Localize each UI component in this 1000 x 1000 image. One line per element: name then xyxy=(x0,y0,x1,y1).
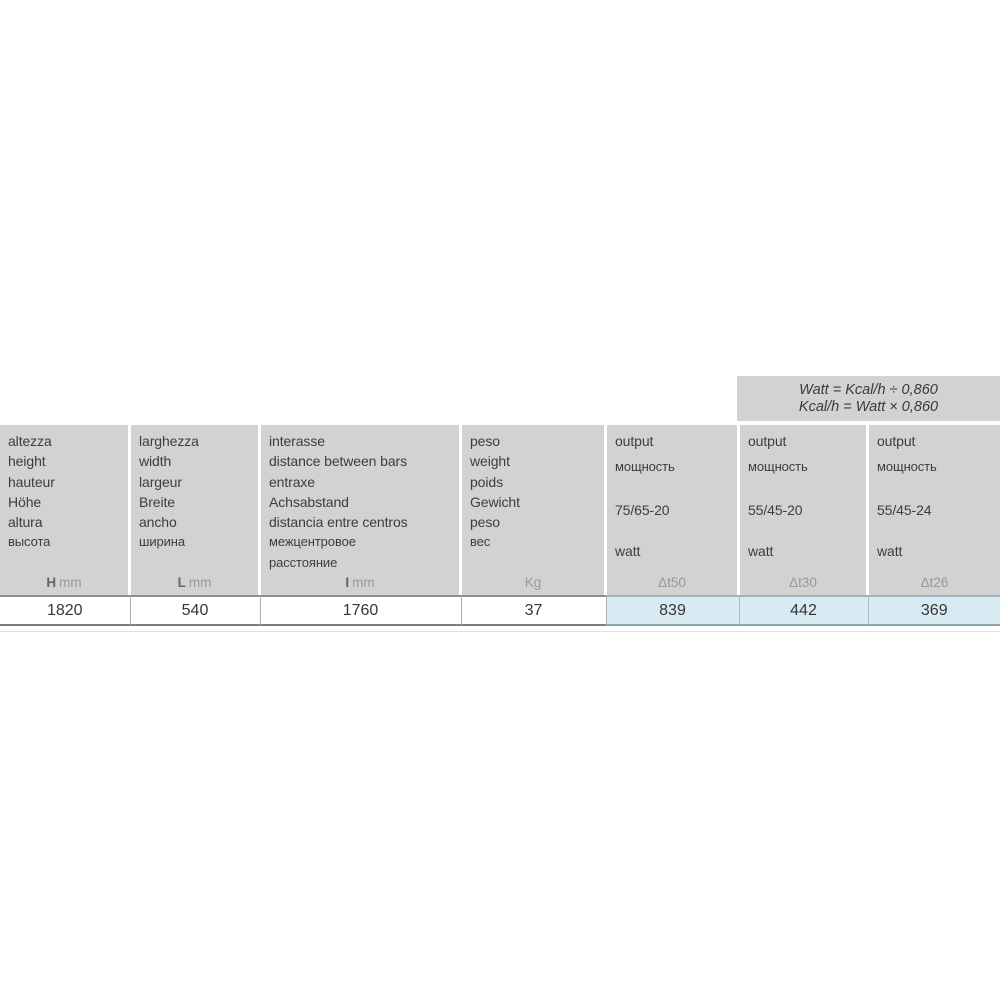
header-cell-width: larghezza width largeur Breite ancho шир… xyxy=(131,425,258,595)
unit-dt26: Δt26 xyxy=(869,575,1000,590)
label-width-ru: ширина xyxy=(139,534,185,550)
value-output-dt26: 369 xyxy=(920,601,948,619)
unit-delta-t26: Δt26 xyxy=(920,575,949,590)
label-distance-it: interasse xyxy=(269,433,325,449)
label-output-regime: 55/45-20 xyxy=(748,501,803,518)
value-cell-output-dt30: 442 xyxy=(738,595,868,626)
value-weight: 37 xyxy=(524,601,543,619)
label-output-en: output xyxy=(877,433,916,449)
label-output-en: output xyxy=(748,433,787,449)
unit-mm: mm xyxy=(352,575,375,590)
label-output-en: output xyxy=(615,433,654,449)
label-output-regime: 75/65-20 xyxy=(615,501,670,518)
label-distance-ru: межцентровое расстояние xyxy=(269,534,356,570)
unit-weight: Kg xyxy=(462,575,604,590)
label-weight-en: weight xyxy=(470,453,510,470)
label-output-ru: мощность xyxy=(615,459,675,475)
label-height-es: altura xyxy=(8,514,43,531)
label-width-it: larghezza xyxy=(139,433,199,449)
unit-dt30: Δt30 xyxy=(740,575,866,590)
header-cell-output-dt26: output мощность 55/45-24 watt Δt26 xyxy=(869,425,1000,595)
label-height-fr: hauteur xyxy=(8,473,55,490)
value-distance: 1760 xyxy=(342,601,379,619)
unit-symbol-h: H xyxy=(46,575,57,590)
header-cell-weight: peso weight poids Gewicht peso вес Kg xyxy=(462,425,604,595)
header-cell-output-dt30: output мощность 55/45-20 watt Δt30 xyxy=(740,425,866,595)
unit-delta-t30: Δt30 xyxy=(789,575,817,590)
label-output-regime: 55/45-24 xyxy=(877,501,932,518)
label-weight-es: peso xyxy=(470,514,500,531)
label-output-watt: watt xyxy=(748,542,774,559)
label-weight-ru: вес xyxy=(470,534,491,550)
unit-symbol-l: L xyxy=(177,575,186,590)
unit-dt50: Δt50 xyxy=(607,575,737,590)
value-height: 1820 xyxy=(46,601,83,619)
label-height-it: altezza xyxy=(8,433,52,449)
label-output-ru: мощность xyxy=(748,459,808,475)
table-bottom-separator xyxy=(0,631,1000,632)
label-distance-de: Achsabstand xyxy=(269,493,349,510)
formula-line-2: Kcal/h = Watt × 0,860 xyxy=(798,398,939,415)
label-width-de: Breite xyxy=(139,493,175,510)
label-weight-fr: poids xyxy=(470,473,503,490)
label-weight-it: peso xyxy=(470,433,500,449)
spec-table-header-row: altezza height hauteur Höhe altura высот… xyxy=(0,425,1000,595)
label-distance-es: distancia entre centros xyxy=(269,514,408,531)
header-cell-distance: interasse distance between bars entraxe … xyxy=(261,425,459,595)
formula-line-1: Watt = Kcal/h ÷ 0,860 xyxy=(799,381,938,398)
unit-symbol-i: I xyxy=(345,575,350,590)
label-height-en: height xyxy=(8,453,46,470)
value-cell-weight: 37 xyxy=(460,595,606,626)
value-cell-output-dt26: 369 xyxy=(867,595,1000,626)
unit-mm: mm xyxy=(59,575,82,590)
value-cell-width: 540 xyxy=(129,595,260,626)
label-distance-en: distance between bars xyxy=(269,453,407,470)
label-output-watt: watt xyxy=(877,542,903,559)
label-weight-de: Gewicht xyxy=(470,493,520,510)
label-height-ru: высота xyxy=(8,534,51,550)
header-cell-height: altezza height hauteur Höhe altura высот… xyxy=(0,425,128,595)
label-output-ru: мощность xyxy=(877,459,937,475)
label-width-es: ancho xyxy=(139,514,177,531)
unit-kg: Kg xyxy=(524,575,542,590)
label-width-fr: largeur xyxy=(139,473,182,490)
value-width: 540 xyxy=(181,601,209,619)
conversion-formula-box: Watt = Kcal/h ÷ 0,860 Kcal/h = Watt × 0,… xyxy=(737,376,1000,421)
label-output-watt: watt xyxy=(615,542,641,559)
value-cell-output-dt50: 839 xyxy=(605,595,739,626)
spec-table-data-row: 1820 540 1760 37 839 442 369 xyxy=(0,595,1000,626)
unit-mm: mm xyxy=(188,575,212,590)
header-cell-output-dt50: output мощность 75/65-20 watt Δt50 xyxy=(607,425,737,595)
value-output-dt30: 442 xyxy=(790,601,817,619)
label-distance-fr: entraxe xyxy=(269,473,315,490)
value-cell-distance: 1760 xyxy=(259,595,461,626)
label-width-en: width xyxy=(139,453,172,470)
unit-delta-t50: Δt50 xyxy=(658,575,686,590)
value-output-dt50: 839 xyxy=(659,601,686,619)
label-height-de: Höhe xyxy=(8,493,42,510)
value-cell-height: 1820 xyxy=(0,595,130,626)
